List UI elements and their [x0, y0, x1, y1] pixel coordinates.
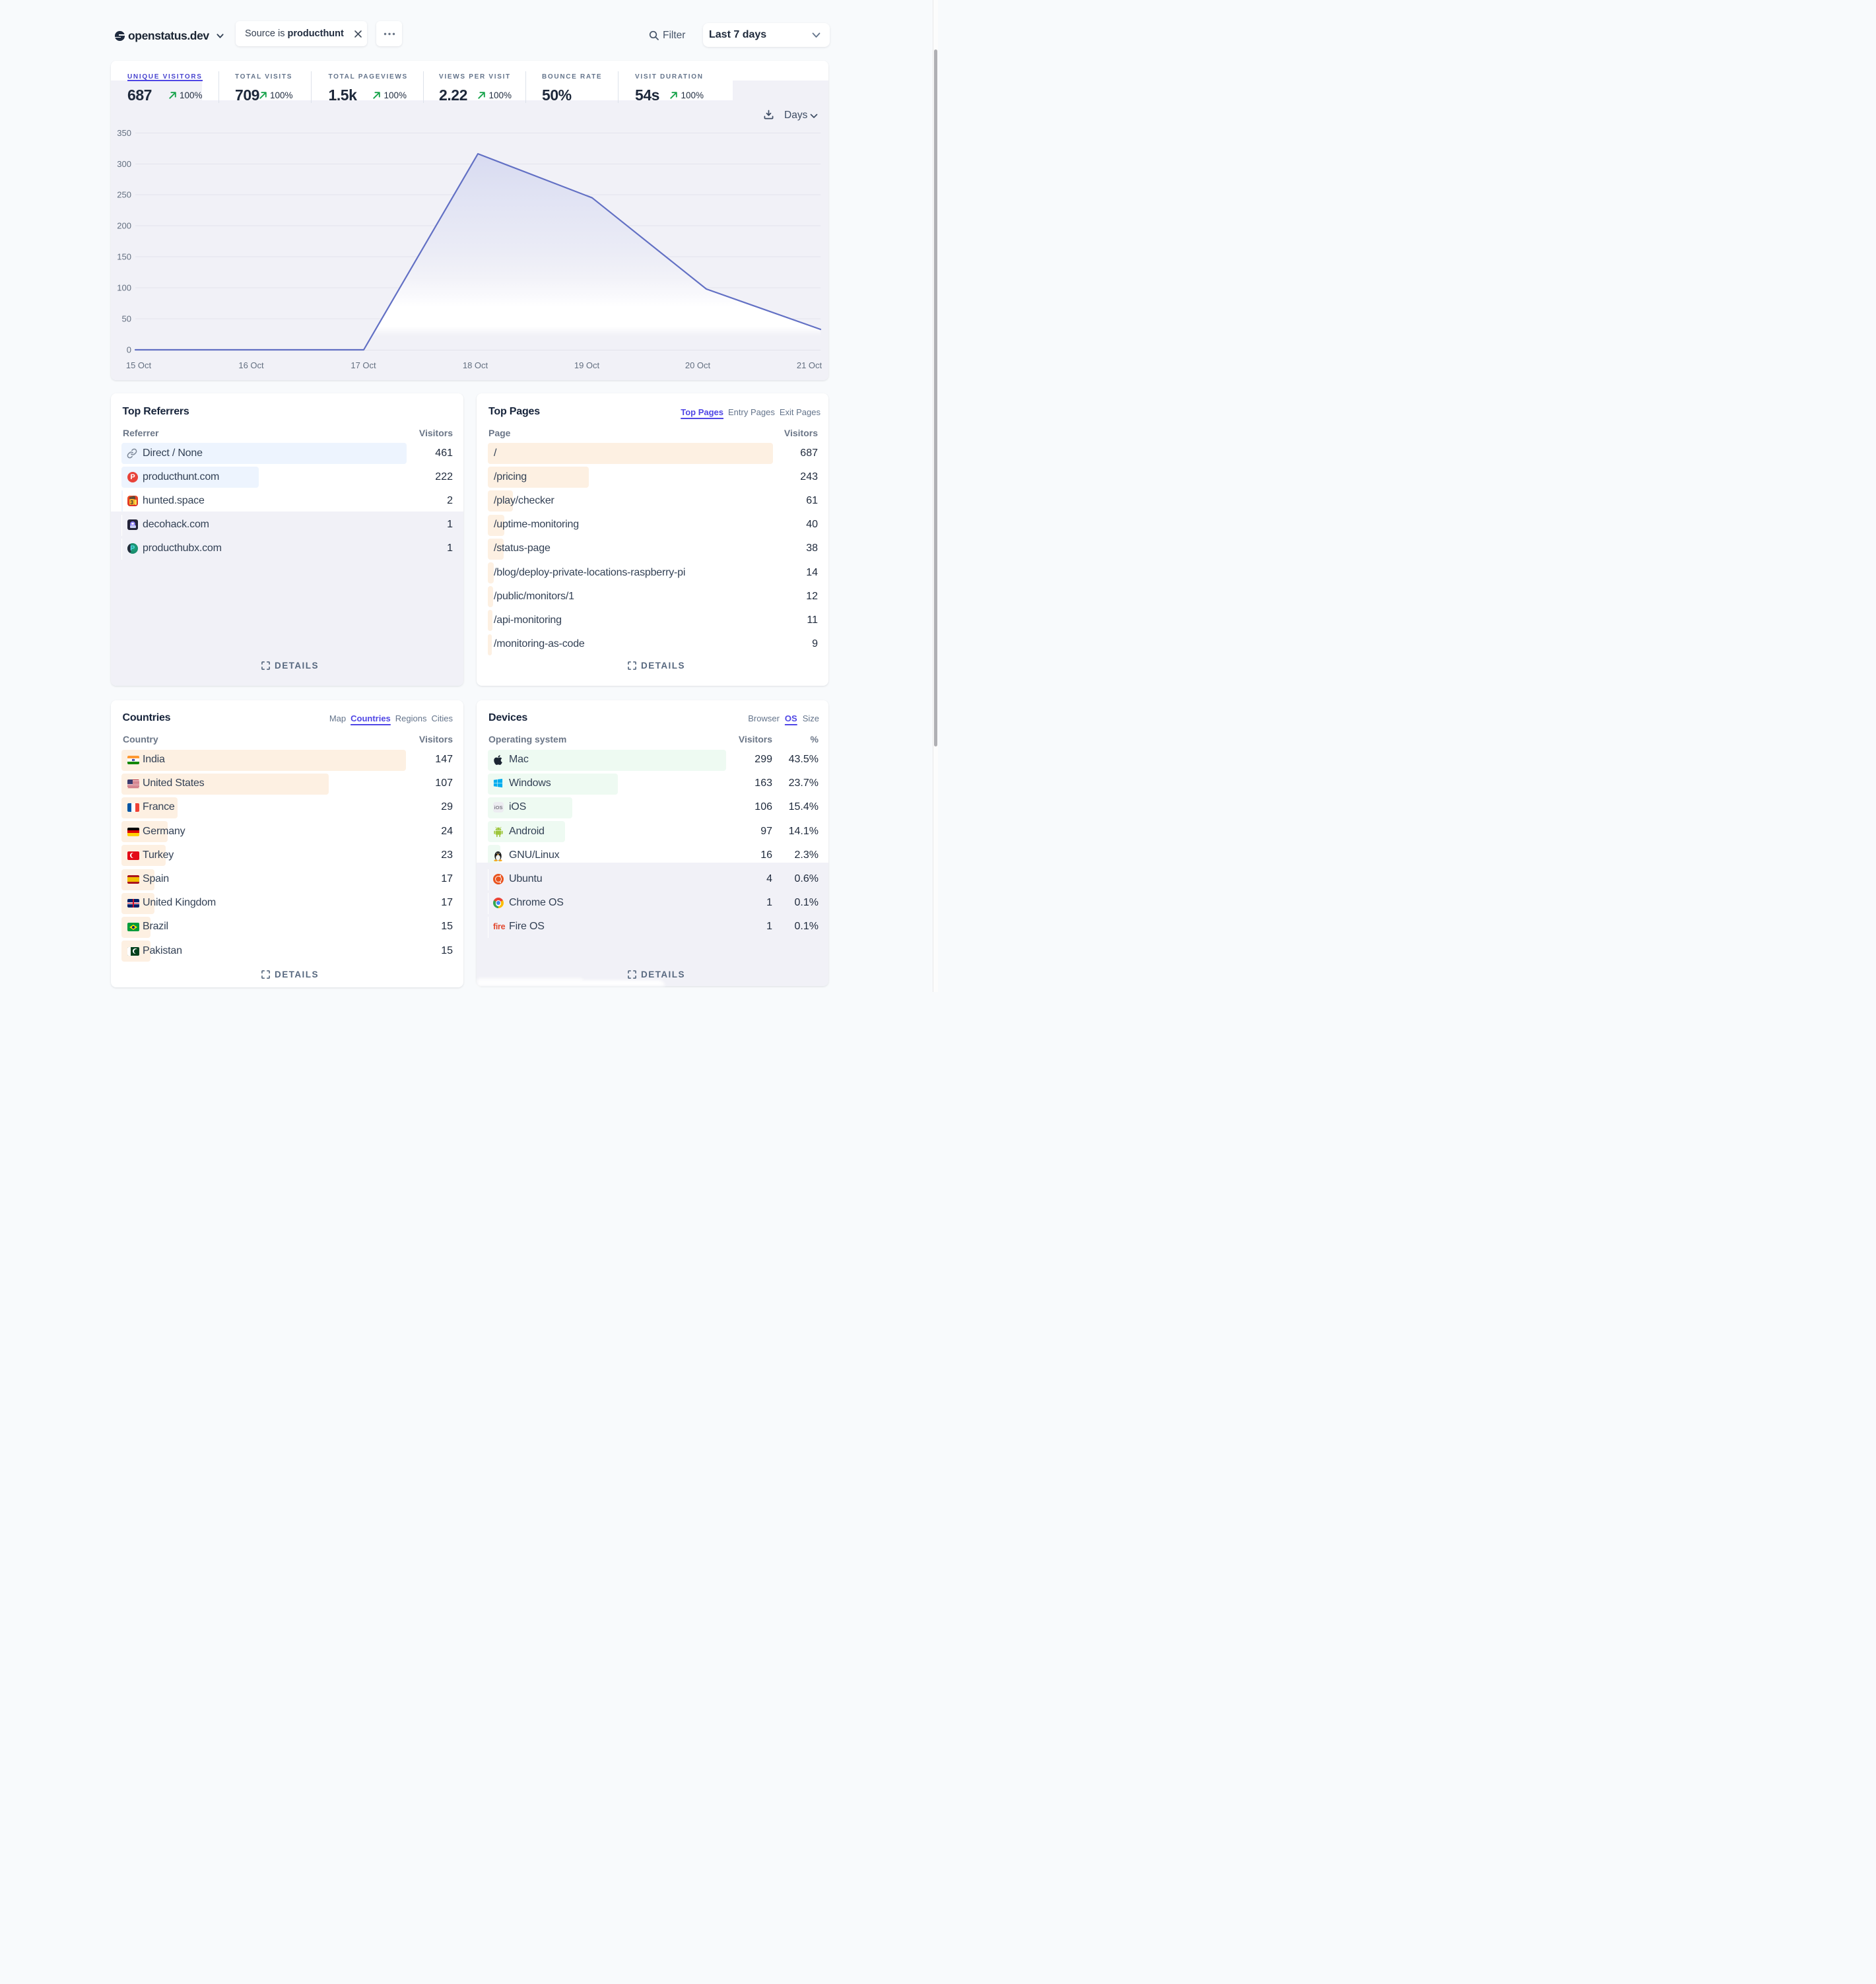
svg-text:0: 0	[127, 345, 131, 355]
svg-text:300: 300	[117, 159, 131, 169]
svg-text:150: 150	[117, 252, 131, 262]
svg-text:21 Oct: 21 Oct	[797, 360, 822, 370]
svg-text:17 Oct: 17 Oct	[351, 360, 376, 370]
svg-text:18 Oct: 18 Oct	[463, 360, 488, 370]
svg-text:15 Oct: 15 Oct	[126, 360, 152, 370]
svg-text:19 Oct: 19 Oct	[574, 360, 600, 370]
svg-text:50: 50	[122, 314, 131, 324]
svg-text:16 Oct: 16 Oct	[238, 360, 264, 370]
svg-text:350: 350	[117, 128, 131, 138]
svg-text:250: 250	[117, 190, 131, 200]
svg-text:100: 100	[117, 283, 131, 293]
svg-text:20 Oct: 20 Oct	[685, 360, 711, 370]
svg-text:200: 200	[117, 221, 131, 231]
